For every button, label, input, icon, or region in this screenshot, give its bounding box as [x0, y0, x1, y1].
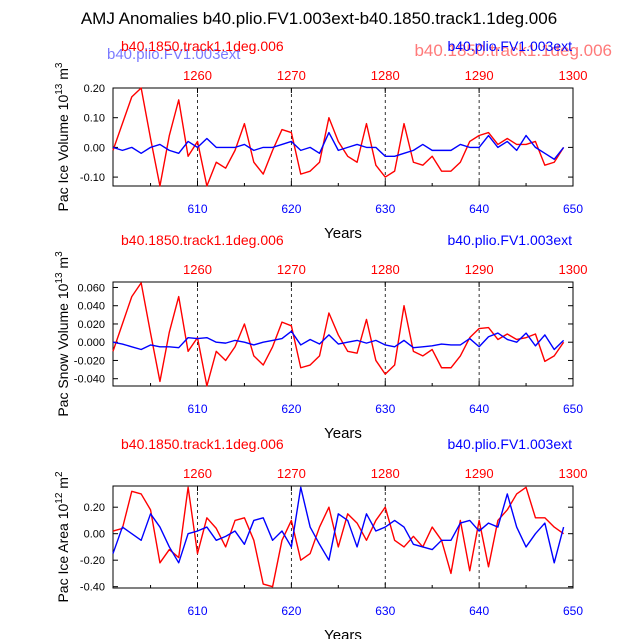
x-tick-label: 610	[187, 604, 207, 618]
series-line	[112, 87, 565, 187]
top-tick-label: 1260	[183, 262, 212, 277]
x-tick-label: 630	[375, 202, 395, 216]
ghost-label-right: b40.1850.track1.1deg.006	[414, 41, 612, 60]
legend-blue: b40.plio.FV1.003ext	[447, 232, 572, 248]
y-tick-label: 0.20	[84, 502, 105, 514]
top-tick-label: 1290	[465, 68, 494, 83]
y-tick-label: 0.00	[84, 529, 105, 541]
top-tick-label: 1260	[183, 68, 212, 83]
figure-title: AMJ Anomalies b40.plio.FV1.003ext-b40.18…	[81, 9, 557, 28]
x-axis-label: Years	[324, 425, 362, 442]
y-tick-label: -0.020	[74, 355, 105, 367]
y-tick-label: -0.040	[74, 374, 105, 386]
y-axis-label: Pac Ice Area 1012 m2	[54, 471, 71, 603]
plot-frame	[112, 281, 574, 387]
y-tick-label: 0.00	[84, 142, 105, 154]
top-tick-label: 1270	[277, 262, 306, 277]
ghost-label-left: b40.plio.FV1.003ext	[107, 46, 241, 63]
panel-ice-area: 610 620 630 640 650 1260 1270 1280 1290 1300 0.20 0…	[54, 436, 587, 639]
x-tick-label: 640	[469, 402, 489, 416]
x-tick-label: 620	[281, 202, 301, 216]
legend-red: b40.1850.track1.1deg.006	[121, 436, 284, 452]
top-tick-label: 1280	[371, 262, 400, 277]
top-tick-label: 1270	[277, 68, 306, 83]
top-tick-label: 1290	[465, 466, 494, 481]
y-tick-label: -0.40	[80, 582, 105, 594]
y-tick-label: -0.10	[80, 172, 105, 184]
panel-snow-volume: 610 620 630 640 650 1260 1270 1280 1290 1300 0.060…	[54, 232, 587, 442]
y-tick-label: -0.20	[80, 555, 105, 567]
x-tick-label: 650	[563, 202, 583, 216]
x-tick-label: 640	[469, 604, 489, 618]
x-axis-label: Years	[324, 225, 362, 242]
y-tick-label: 0.020	[77, 319, 105, 331]
legend-red: b40.1850.track1.1deg.006	[121, 38, 284, 54]
y-tick-label: 0.20	[84, 83, 105, 95]
y-tick-label: 0.10	[84, 113, 105, 125]
top-tick-label: 1280	[371, 68, 400, 83]
y-axis-label: Pac Ice Volume 1013 m3	[54, 62, 71, 211]
series-line	[112, 330, 565, 351]
x-tick-label: 650	[563, 604, 583, 618]
top-tick-label: 1260	[183, 466, 212, 481]
x-tick-label: 620	[281, 402, 301, 416]
series-line	[112, 486, 565, 564]
y-axis-label: Pac Snow Volume 1013 m3	[54, 251, 71, 417]
x-axis-label: Years	[324, 627, 362, 639]
x-tick-label: 650	[563, 402, 583, 416]
plot-frame	[112, 87, 574, 187]
top-tick-label: 1300	[559, 262, 588, 277]
top-tick-label: 1290	[465, 262, 494, 277]
panel-ice-volume: 610 620 630 640 650 1260 1270 1280 1290 1300 0.20 0…	[54, 38, 587, 242]
x-tick-label: 630	[375, 604, 395, 618]
plot-frame	[112, 485, 574, 589]
top-tick-label: 1300	[559, 466, 588, 481]
y-tick-label: 0.000	[77, 337, 105, 349]
top-tick-label: 1300	[559, 68, 588, 83]
top-tick-label: 1280	[371, 466, 400, 481]
x-tick-label: 620	[281, 604, 301, 618]
y-tick-label: 0.040	[77, 301, 105, 313]
legend-red: b40.1850.track1.1deg.006	[121, 232, 284, 248]
y-tick-label: 0.060	[77, 282, 105, 294]
x-tick-label: 630	[375, 402, 395, 416]
series-line	[112, 282, 565, 387]
x-tick-label: 610	[187, 202, 207, 216]
series-line	[112, 486, 565, 588]
legend-blue: b40.plio.FV1.003ext	[447, 38, 572, 54]
x-tick-label: 640	[469, 202, 489, 216]
top-tick-label: 1270	[277, 466, 306, 481]
series-line	[112, 131, 565, 160]
x-tick-label: 610	[187, 402, 207, 416]
legend-blue: b40.plio.FV1.003ext	[447, 436, 572, 452]
